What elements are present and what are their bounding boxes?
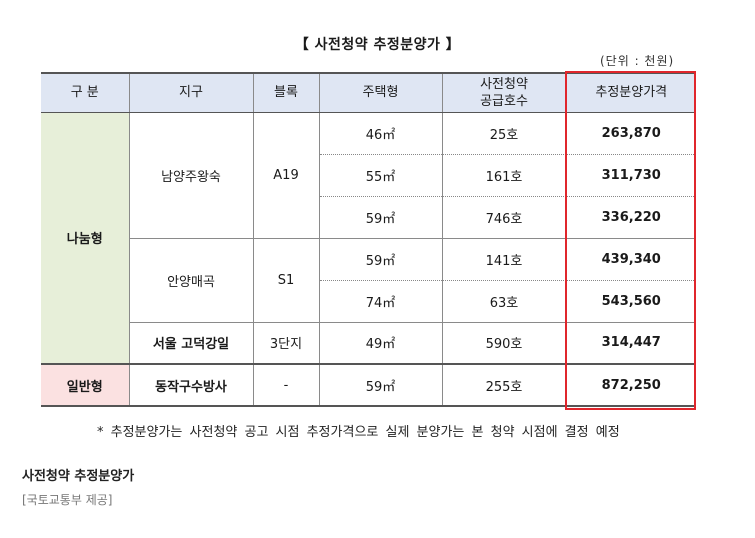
header-supply-line2: 공급호수 <box>480 93 528 109</box>
image-source: [국토교통부 제공] <box>22 493 113 507</box>
estimated-price: 439,340 <box>565 237 696 280</box>
supply-count: 161호 <box>441 153 567 196</box>
table-row: 안양매곡 S1 59㎡ 141호 439,340 <box>41 237 696 322</box>
district-name: 남양주왕숙 <box>128 112 254 238</box>
header-supply-line1: 사전청약 <box>480 76 528 92</box>
image-caption: 사전청약 추정분양가 <box>22 469 135 484</box>
estimated-price: 314,447 <box>565 321 696 364</box>
header-price: 추정분양가격 <box>565 72 696 113</box>
estimated-price: 872,250 <box>565 363 696 407</box>
estimated-price: 336,220 <box>565 195 696 238</box>
header-block: 블록 <box>252 72 320 113</box>
price-table: 구 분 지구 블록 주택형 사전청약 공급호수 추정분양가격 나눔형 남양주왕숙… <box>41 72 696 407</box>
footnote: * 추정분양가는 사전청약 공고 시점 추정가격으로 실제 분양가는 본 청약 … <box>97 425 620 440</box>
header-type: 주택형 <box>318 72 443 113</box>
estimated-price: 311,730 <box>565 153 696 196</box>
district-block: A19 <box>252 112 320 238</box>
district-block: 3단지 <box>252 321 320 364</box>
housing-type: 49㎡ <box>318 321 443 364</box>
supply-count: 255호 <box>441 363 567 407</box>
table-row: 서울 고덕강일 3단지 49㎡ 590호 314,447 <box>41 321 696 364</box>
supply-count: 590호 <box>441 321 567 364</box>
table-title: 【 사전청약 추정분양가 】 <box>294 37 461 53</box>
district-name: 안양매곡 <box>128 237 254 322</box>
table-row: 일반형 동작구수방사 - 59㎡ 255호 872,250 <box>41 363 696 407</box>
unit-label: (단위 : 천원) <box>600 54 675 68</box>
housing-type: 59㎡ <box>318 363 443 407</box>
estimated-price: 543,560 <box>565 279 696 322</box>
supply-count: 141호 <box>441 237 567 280</box>
table-header-row: 구 분 지구 블록 주택형 사전청약 공급호수 추정분양가격 <box>41 72 696 113</box>
housing-type: 55㎡ <box>318 153 443 196</box>
district-name: 서울 고덕강일 <box>128 321 254 364</box>
housing-type: 59㎡ <box>318 195 443 238</box>
table-row: 59㎡ 746호 336,220 <box>41 195 696 238</box>
table-row: 74㎡ 63호 543,560 <box>41 279 696 322</box>
group-general: 일반형 <box>41 363 130 407</box>
table-row: 나눔형 남양주왕숙 A19 46㎡ 25호 263,870 <box>41 112 696 364</box>
supply-count: 746호 <box>441 195 567 238</box>
district-block: S1 <box>252 237 320 322</box>
estimated-price: 263,870 <box>565 112 696 154</box>
supply-count: 63호 <box>441 279 567 322</box>
header-group: 구 분 <box>41 72 130 113</box>
housing-type: 74㎡ <box>318 279 443 322</box>
table-row: 55㎡ 161호 311,730 <box>41 153 696 196</box>
district-block: - <box>252 363 320 407</box>
housing-type: 46㎡ <box>318 112 443 154</box>
header-supply: 사전청약 공급호수 <box>441 72 567 113</box>
group-share: 나눔형 <box>41 112 130 364</box>
district-name: 동작구수방사 <box>128 363 254 407</box>
supply-count: 25호 <box>441 112 567 154</box>
header-district: 지구 <box>128 72 254 113</box>
housing-type: 59㎡ <box>318 237 443 280</box>
